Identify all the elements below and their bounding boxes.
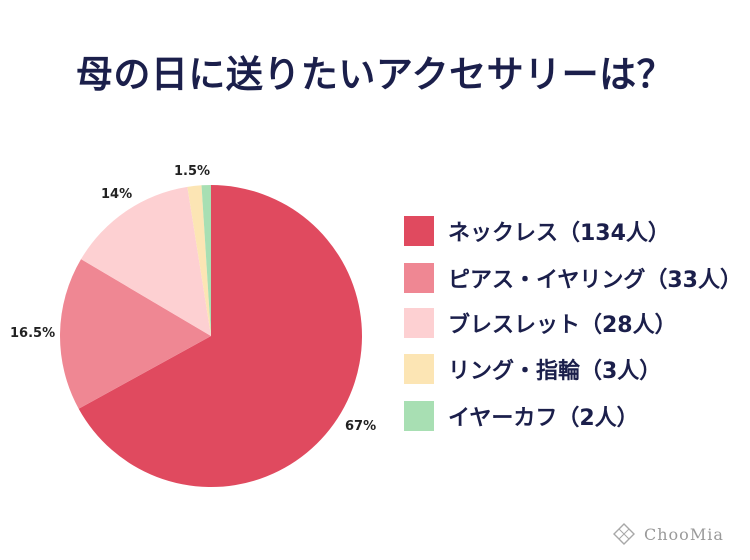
legend-swatch-necklace (404, 216, 434, 246)
legend-item-ring: リング・指輪（3人） (404, 352, 661, 386)
slice-label-ring: 1.5% (174, 164, 211, 179)
brand-name: ChooMia (644, 524, 724, 544)
pie-slice-earcuff (201, 185, 211, 336)
legend: ネックレス（134人） ピアス・イヤリング（33人） ブレスレット（28人） リ… (404, 0, 750, 450)
legend-item-necklace: ネックレス（134人） (404, 214, 670, 248)
legend-item-earcuff: イヤーカフ（2人） (404, 399, 639, 433)
pie-slice-necklace (78, 185, 363, 487)
legend-label-pierce: ピアス・イヤリング（33人） (448, 268, 742, 293)
legend-item-bracelet: ブレスレット（28人） (404, 306, 677, 340)
slice-label-necklace: 67% (345, 419, 377, 434)
legend-item-pierce: ピアス・イヤリング（33人） (404, 261, 742, 295)
legend-label-necklace: ネックレス（134人） (448, 221, 670, 246)
pie-slice-bracelet (81, 186, 211, 336)
legend-label-bracelet: ブレスレット（28人） (448, 313, 677, 338)
legend-swatch-earcuff (404, 401, 434, 431)
pie-slice-pierce (60, 259, 212, 409)
legend-label-earcuff: イヤーカフ（2人） (448, 406, 639, 431)
pie-slice-ring (187, 185, 211, 336)
chart-title: 母の日に送りたいアクセサリーは？ (75, 53, 675, 96)
legend-swatch-ring (404, 354, 434, 384)
slice-label-pierce: 16.5% (10, 326, 56, 341)
legend-label-ring: リング・指輪（3人） (448, 359, 662, 384)
legend-swatch-bracelet (404, 308, 434, 338)
brand-logo: ChooMia (612, 520, 724, 548)
diamond-logo-icon (613, 523, 635, 545)
slice-label-bracelet: 14% (101, 187, 133, 202)
legend-swatch-pierce (404, 263, 434, 293)
